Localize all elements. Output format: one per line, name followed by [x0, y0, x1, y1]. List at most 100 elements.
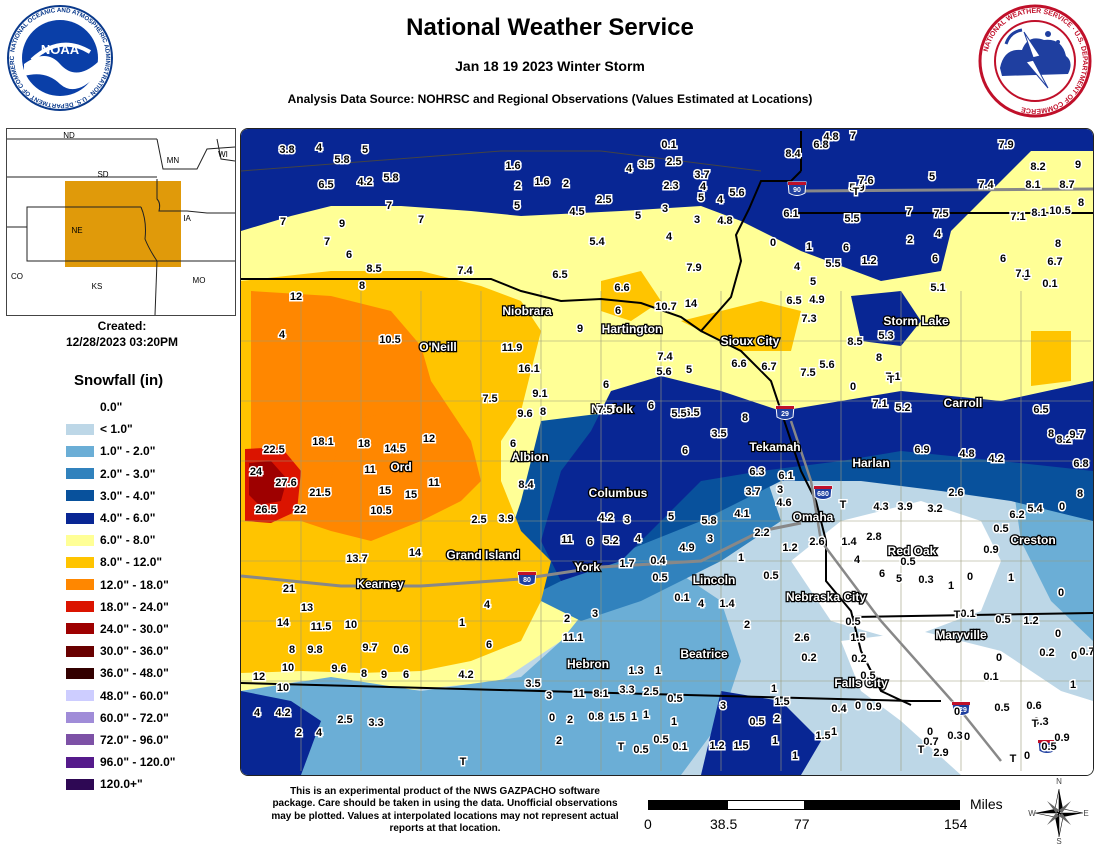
snowfall-value: 7.1: [885, 371, 900, 383]
snowfall-zone: [241, 561, 741, 775]
inset-label-mn: MN: [167, 156, 180, 165]
snowfall-value: 2.8: [866, 531, 881, 543]
snowfall-value: 1.5: [609, 712, 624, 724]
snowfall-value: 1: [738, 552, 744, 564]
legend-swatch: [66, 579, 94, 591]
snowfall-value: 11: [561, 534, 573, 546]
snowfall-value: 6: [603, 379, 609, 391]
snowfall-value: 0.5: [993, 523, 1008, 535]
snowfall-map: 90 29 680 80 229 35 Niobrara Hartington O'Neill…: [240, 128, 1094, 776]
snowfall-value: 4.6: [776, 497, 791, 509]
snowfall-value: 8.1: [1025, 179, 1040, 191]
snowfall-value: 2: [774, 713, 780, 725]
legend-label: 120.0+": [100, 777, 143, 792]
city-label: Columbus: [589, 486, 648, 500]
snowfall-value: 5: [810, 276, 816, 288]
legend-label: 48.0" - 60.0": [100, 688, 169, 703]
svg-text:35: 35: [1043, 745, 1051, 752]
snowfall-value: 7.5: [933, 208, 948, 220]
snowfall-value: 2: [296, 727, 302, 739]
snowfall-value: 5.5: [671, 408, 686, 420]
snowfall-value: 9.7: [1069, 429, 1084, 441]
snowfall-value: 5: [698, 192, 704, 204]
snowfall-value: 3.5: [638, 159, 653, 171]
snowfall-value: 3: [694, 214, 700, 226]
snowfall-value: 8: [1048, 428, 1054, 440]
snowfall-value: 6.2: [1009, 509, 1024, 521]
snowfall-value: 1: [655, 665, 661, 677]
trace-marker: T: [918, 744, 925, 756]
scale-unit: Miles: [970, 796, 1003, 812]
snowfall-value: 10: [345, 619, 357, 631]
legend-swatch: [66, 468, 94, 480]
snowfall-value: 5.5: [844, 213, 859, 225]
snowfall-value: 0.5: [633, 744, 648, 756]
legend-item: 8.0" - 12.0": [66, 551, 175, 573]
snowfall-value: 6: [648, 400, 654, 412]
snowfall-value: 0.6: [393, 644, 408, 656]
svg-text:29: 29: [781, 411, 789, 418]
snowfall-value: 1: [772, 735, 778, 747]
snowfall-value: 1: [1008, 572, 1014, 584]
snowfall-value: 0.1: [661, 139, 676, 151]
snowfall-value: 9.6: [517, 408, 532, 420]
snowfall-value: 0.5: [763, 570, 778, 582]
snowfall-value: 2.5: [666, 156, 681, 168]
snowfall-value: 4: [700, 181, 707, 193]
snowfall-value: 4.1: [734, 508, 749, 520]
snowfall-value: 1.3: [628, 665, 643, 677]
snowfall-value: 5.1: [930, 282, 945, 294]
legend-item: 60.0" - 72.0": [66, 707, 175, 729]
snowfall-value: 3: [720, 700, 726, 712]
snowfall-value: 3: [777, 484, 783, 496]
noaa-logo-text: NOAA: [41, 42, 80, 57]
snowfall-value: 3.9: [897, 501, 912, 513]
legend-item: 6.0" - 8.0": [66, 529, 175, 551]
legend-item: < 1.0": [66, 418, 175, 440]
state-border-missouri-river: [700, 330, 912, 706]
snowfall-value: 0.6: [1026, 700, 1041, 712]
snowfall-value: 6.1: [778, 470, 793, 482]
city-label: Kearney: [356, 577, 404, 591]
snowfall-value: 14.5: [384, 443, 405, 455]
snowfall-value: 5.6: [819, 359, 834, 371]
scale-tick-1: 38.5: [710, 816, 738, 832]
snowfall-value: 18: [358, 438, 370, 450]
snowfall-value: 6.1: [783, 208, 798, 220]
snowfall-value: 7.3: [801, 313, 816, 325]
snowfall-value: 9: [1075, 159, 1081, 171]
snowfall-value: 5.5: [825, 258, 840, 270]
snowfall-value: 5.4: [589, 236, 605, 248]
snowfall-value: 2: [564, 613, 570, 625]
snowfall-value: 10.5: [1049, 205, 1070, 217]
snowfall-value: 8: [359, 280, 365, 292]
compass-rose-icon: N E S W: [1028, 777, 1088, 846]
snowfall-value: 1: [831, 726, 837, 738]
snowfall-value: 8: [1055, 238, 1061, 250]
event-subtitle: Jan 18 19 2023 Winter Storm: [455, 58, 645, 74]
interstate-680-shield-icon: 680: [813, 485, 833, 500]
svg-text:90: 90: [793, 187, 801, 194]
county-line: [241, 150, 762, 172]
snowfall-zone: [331, 411, 441, 501]
snowfall-value: 3: [707, 533, 713, 545]
snowfall-value: 12: [253, 671, 265, 683]
snowfall-value: 4: [484, 599, 491, 611]
snowfall-value: 5.2: [603, 535, 618, 547]
snowfall-zone: [241, 129, 1093, 281]
snowfall-value: 4.9: [679, 542, 694, 554]
snowfall-value: 2: [556, 735, 562, 747]
snowfall-value: 6: [1000, 253, 1006, 265]
snowfall-value: 13: [301, 602, 313, 614]
snowfall-value: 5: [635, 210, 641, 222]
snowfall-value: 7: [418, 214, 424, 226]
snowfall-value: 0: [1024, 750, 1030, 762]
snowfall-value: 10.7: [655, 301, 676, 313]
snowfall-value: 7.9: [998, 139, 1013, 151]
snowfall-value: 3: [624, 514, 630, 526]
snowfall-value: 0: [964, 731, 970, 743]
snowfall-value: 5: [668, 511, 674, 523]
city-label: Carroll: [944, 396, 983, 410]
snowfall-value: 1.2: [709, 740, 724, 752]
snowfall-value: 0.8: [588, 711, 603, 723]
